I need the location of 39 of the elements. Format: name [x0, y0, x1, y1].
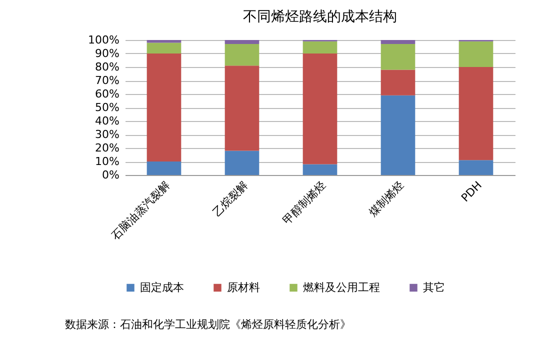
- bar: [380, 40, 416, 44]
- source-note: 数据来源：石油和化学工业规划院《烯烃原料轻质化分析》: [65, 318, 351, 331]
- bar: [224, 40, 260, 44]
- x-tick-label: 煤制烯烃: [366, 178, 406, 220]
- y-tick-label: 80%: [95, 60, 120, 74]
- y-tick-label: 40%: [95, 114, 120, 128]
- y-tick-label: 20%: [95, 142, 120, 154]
- bar: [146, 162, 182, 175]
- bar: [458, 160, 494, 175]
- bar: [380, 95, 416, 175]
- bar: [380, 44, 416, 70]
- x-tick-label: 乙烷裂解: [210, 178, 250, 220]
- legend-label: 原材料: [227, 280, 260, 294]
- y-tick-label: 0%: [102, 168, 120, 182]
- bar: [302, 164, 338, 175]
- bar: [224, 150, 260, 175]
- y-tick-label: 70%: [95, 74, 120, 87]
- bar: [458, 67, 494, 160]
- legend-label: 固定成本: [140, 280, 184, 294]
- bar: [224, 66, 260, 151]
- chart-title: 不同烯烃路线的成本结构: [243, 9, 397, 25]
- bar: [302, 54, 338, 164]
- bar: [146, 54, 182, 162]
- bar: [224, 44, 260, 66]
- bar: [146, 40, 182, 43]
- y-tick-label: 10%: [95, 155, 120, 168]
- x-tick-label: 甲醇制烯烃: [280, 178, 328, 227]
- bar: [302, 41, 338, 54]
- y-tick-label: 90%: [95, 47, 120, 60]
- y-tick-label: 60%: [95, 88, 120, 100]
- bar: [458, 41, 494, 67]
- legend-label: 其它: [423, 280, 445, 294]
- bar: [146, 42, 182, 54]
- bar: [380, 70, 416, 96]
- y-tick-label: 30%: [95, 128, 120, 141]
- legend-label: 燃料及公用工程: [303, 280, 380, 294]
- x-tick-label: 石脑油蒸汽裂解: [108, 178, 172, 242]
- y-tick-label: 100%: [88, 34, 120, 46]
- y-tick-label: 50%: [95, 101, 120, 114]
